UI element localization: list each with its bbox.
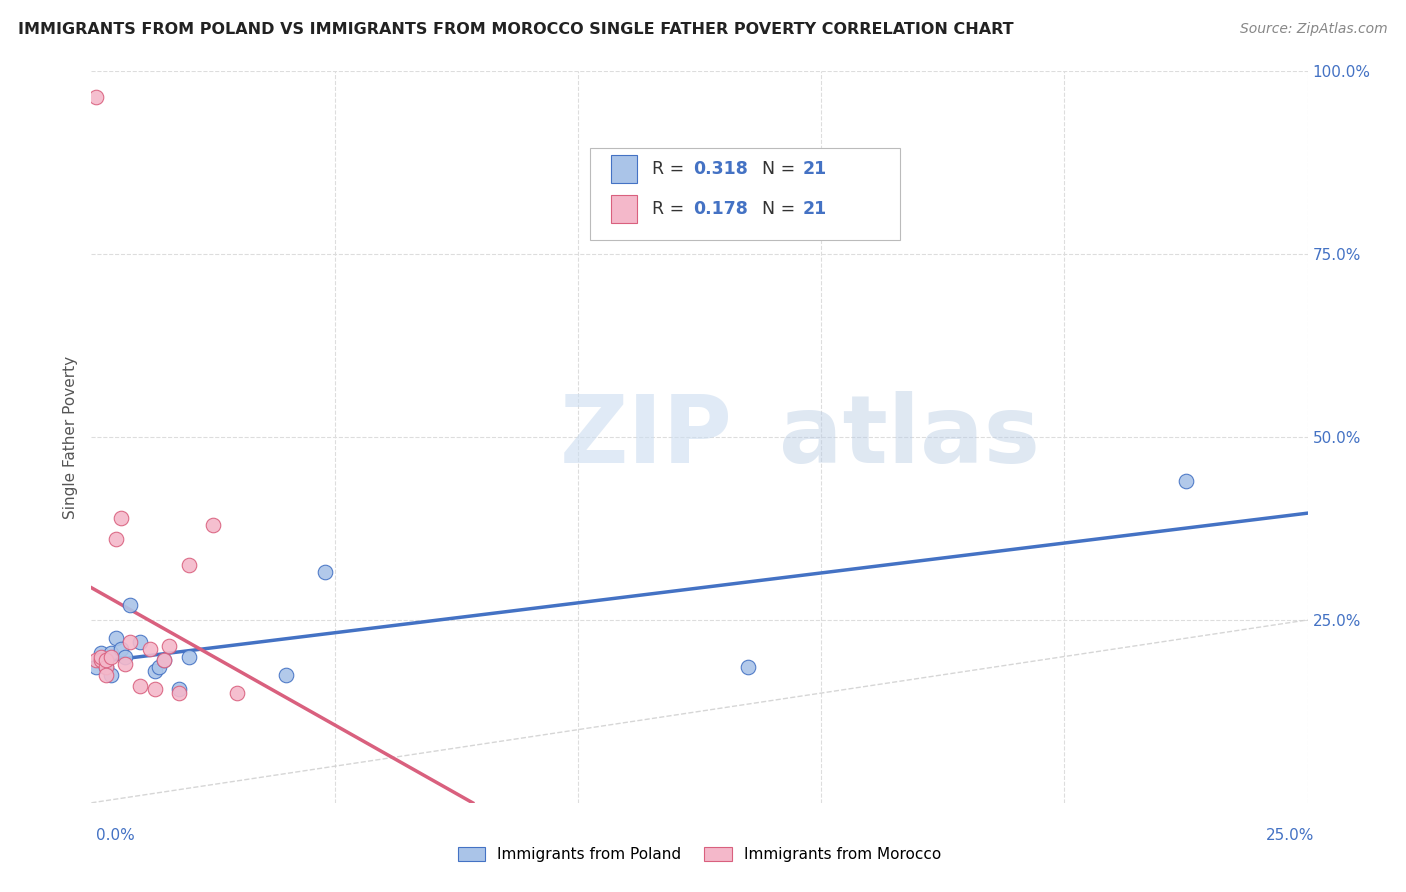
Point <box>167 682 190 697</box>
Point <box>143 682 166 697</box>
Point <box>90 653 112 667</box>
Point <box>114 649 136 664</box>
Text: 25.0%: 25.0% <box>1267 828 1315 843</box>
Point <box>737 660 759 674</box>
Point <box>167 686 190 700</box>
Point <box>177 649 200 664</box>
Point <box>84 660 107 674</box>
Point <box>226 686 249 700</box>
Point <box>100 646 122 660</box>
Text: N =: N = <box>762 160 800 178</box>
Point <box>90 646 112 660</box>
FancyBboxPatch shape <box>610 154 637 183</box>
Point <box>94 667 117 681</box>
Point <box>1175 474 1198 488</box>
Point <box>202 517 225 532</box>
Point <box>120 599 142 613</box>
Point <box>177 558 200 573</box>
Point <box>129 679 152 693</box>
Text: IMMIGRANTS FROM POLAND VS IMMIGRANTS FROM MOROCCO SINGLE FATHER POVERTY CORRELAT: IMMIGRANTS FROM POLAND VS IMMIGRANTS FRO… <box>18 22 1014 37</box>
Text: R =: R = <box>652 200 690 218</box>
Point <box>100 667 122 681</box>
Point <box>153 653 176 667</box>
Point <box>100 649 122 664</box>
Text: N =: N = <box>762 200 800 218</box>
Point <box>110 510 132 524</box>
Point <box>94 653 117 667</box>
Point <box>104 533 127 547</box>
Point <box>94 660 117 674</box>
Text: 0.318: 0.318 <box>693 160 748 178</box>
Text: 0.178: 0.178 <box>693 200 748 218</box>
Point <box>314 566 336 580</box>
Point <box>94 653 117 667</box>
Point <box>148 660 170 674</box>
Point <box>90 653 112 667</box>
Point <box>84 653 107 667</box>
Point <box>90 649 112 664</box>
Point <box>94 660 117 674</box>
Text: atlas: atlas <box>779 391 1039 483</box>
Point <box>129 635 152 649</box>
Y-axis label: Single Father Poverty: Single Father Poverty <box>63 356 79 518</box>
Legend: Immigrants from Poland, Immigrants from Morocco: Immigrants from Poland, Immigrants from … <box>451 841 948 868</box>
Point <box>114 657 136 671</box>
FancyBboxPatch shape <box>591 148 900 240</box>
Point <box>139 642 162 657</box>
Text: 0.0%: 0.0% <box>96 828 135 843</box>
Text: ZIP: ZIP <box>560 391 733 483</box>
Point <box>274 667 297 681</box>
Point <box>84 90 107 104</box>
Point <box>104 632 127 646</box>
Point <box>120 635 142 649</box>
Point <box>157 639 180 653</box>
FancyBboxPatch shape <box>610 195 637 223</box>
Point <box>143 664 166 678</box>
Text: Source: ZipAtlas.com: Source: ZipAtlas.com <box>1240 22 1388 37</box>
Text: 21: 21 <box>803 160 827 178</box>
Point <box>110 642 132 657</box>
Text: R =: R = <box>652 160 690 178</box>
Text: 21: 21 <box>803 200 827 218</box>
Point <box>153 653 176 667</box>
